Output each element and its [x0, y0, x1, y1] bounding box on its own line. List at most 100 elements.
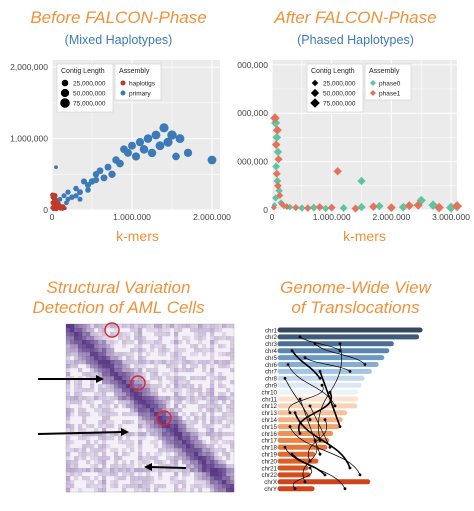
heatmap-cell — [86, 328, 91, 333]
heatmap-cell — [218, 364, 223, 369]
breakpoint-dot — [288, 425, 292, 428]
heatmap-cell — [222, 480, 227, 485]
heatmap-cell — [138, 324, 143, 329]
heatmap-cell — [202, 396, 207, 401]
heatmap-cell — [110, 360, 115, 365]
heatmap-cell — [82, 432, 87, 437]
heatmap-cell — [106, 468, 111, 473]
heatmap-cell — [138, 468, 143, 473]
heatmap-cell — [126, 452, 131, 457]
heatmap-cell — [130, 380, 135, 385]
heatmap-cell — [70, 396, 75, 401]
heatmap-cell — [74, 476, 79, 481]
heatmap-cell — [182, 364, 187, 369]
heatmap-cell — [190, 344, 195, 349]
heatmap-cell — [122, 452, 127, 457]
heatmap-cell — [142, 460, 147, 465]
heatmap-cell — [150, 392, 155, 397]
heatmap-cell — [82, 428, 87, 433]
heatmap-cell — [158, 336, 163, 341]
heatmap-cell — [82, 352, 87, 357]
heatmap-cell — [182, 348, 187, 353]
breakpoint-dot — [320, 383, 324, 387]
phase1-point — [274, 182, 282, 190]
heatmap-cell — [210, 416, 215, 421]
heatmap-cell — [66, 348, 71, 353]
assembly-legend-label: primary — [129, 91, 151, 98]
heatmap-cell — [86, 364, 91, 369]
phase1-point — [270, 113, 280, 123]
heatmap-cell — [122, 420, 127, 425]
heatmap-cell — [86, 440, 91, 445]
heatmap-cell — [210, 468, 215, 473]
heatmap-cell — [122, 440, 127, 445]
heatmap-cell — [66, 380, 71, 385]
phase1-point — [304, 204, 312, 212]
heatmap-cell — [74, 468, 79, 473]
heatmap-cell — [126, 484, 131, 489]
phase1-point — [452, 201, 462, 212]
heatmap-cell — [66, 416, 71, 421]
heatmap-cell — [210, 484, 215, 489]
breakpoint-dot — [318, 376, 322, 380]
heatmap-cell — [154, 344, 159, 349]
heatmap-cell — [202, 484, 207, 489]
heatmap-cell — [98, 468, 103, 473]
heatmap-cell — [78, 328, 83, 333]
heatmap-cell — [86, 356, 91, 361]
size-legend-label: 50,000,000 — [73, 91, 106, 98]
heatmap-cell — [82, 396, 87, 401]
heatmap-cell — [178, 360, 183, 365]
heatmap-cell — [146, 420, 151, 425]
heatmap-cell — [222, 432, 227, 437]
heatmap-cell — [146, 388, 151, 393]
heatmap-cell — [106, 456, 111, 461]
x-tick-label: 3,000,000 — [432, 212, 470, 220]
heatmap-cell — [174, 392, 179, 397]
heatmap-cell — [66, 480, 71, 485]
heatmap-cell — [206, 444, 211, 449]
heatmap-cell — [186, 436, 191, 441]
heatmap-cell — [230, 408, 235, 413]
heatmap-cell — [106, 376, 111, 381]
assembly-legend-title: Assembly — [119, 68, 150, 75]
heatmap-cell — [78, 448, 83, 453]
heatmap-cell — [82, 416, 87, 421]
heatmap-cell — [206, 400, 211, 405]
heatmap-cell — [170, 468, 175, 473]
heatmap-cell — [182, 412, 187, 417]
heatmap-cell — [66, 472, 71, 477]
heatmap-cell — [214, 336, 219, 341]
heatmap-cell — [154, 412, 159, 417]
heatmap-cell — [134, 324, 139, 329]
heatmap-cell — [230, 356, 235, 361]
phase1-point — [386, 203, 396, 212]
heatmap-cell — [202, 468, 207, 473]
heatmap-cell — [94, 396, 99, 401]
heatmap-cell — [190, 364, 195, 369]
heatmap-cell — [114, 392, 119, 397]
heatmap-cell — [226, 324, 231, 329]
heatmap-cell — [226, 424, 231, 429]
heatmap-cell — [70, 340, 75, 345]
y-tick-label: 1,000,000 — [10, 134, 48, 144]
heatmap-cell — [170, 324, 175, 329]
assembly-legend: Assembly phase0 phase1 — [364, 63, 412, 101]
heatmap-cell — [190, 464, 195, 469]
heatmap-cell — [198, 384, 203, 389]
heatmap-cell — [74, 460, 79, 465]
heatmap-cell — [90, 432, 95, 437]
heatmap-cell — [230, 336, 235, 341]
heatmap-cell — [66, 476, 71, 481]
heatmap-cell — [114, 484, 119, 489]
phase1-point — [333, 167, 342, 176]
heatmap-cell — [186, 416, 191, 421]
heatmap-cell — [102, 388, 107, 393]
heatmap-cell — [166, 444, 171, 449]
heatmap-cell — [194, 456, 199, 461]
heatmap-cell — [138, 372, 143, 377]
heatmap-cell — [134, 468, 139, 473]
heatmap-cell — [154, 340, 159, 345]
heatmap-cell — [210, 476, 215, 481]
chromosome-label: chr16 — [262, 431, 278, 438]
